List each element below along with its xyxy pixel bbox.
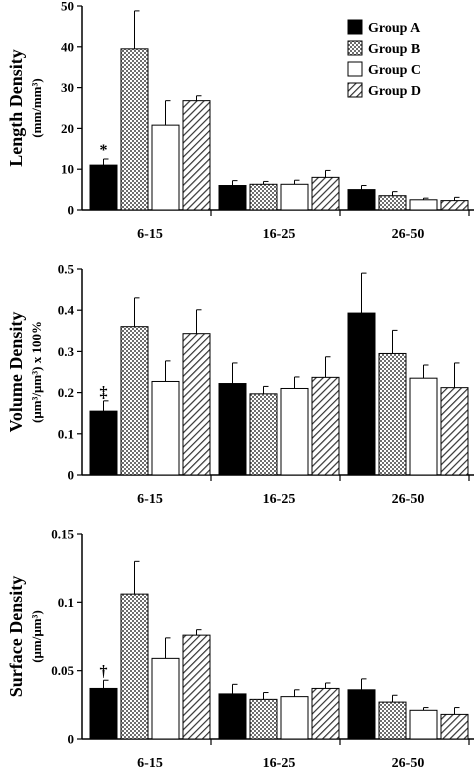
- x-tick-label: 26-50: [392, 492, 425, 507]
- legend: Group A Group B Group C Group D: [347, 19, 421, 99]
- bar-group-c: [280, 387, 309, 476]
- x-tick-label: 16-25: [263, 227, 296, 242]
- bar-group-c: [151, 124, 180, 211]
- bar-group-b: [378, 352, 407, 476]
- x-tick-label: 6-15: [137, 492, 163, 507]
- significance-marker: ‡: [100, 384, 108, 401]
- bar-group-b: [378, 195, 407, 211]
- bar-group-a: [347, 689, 376, 740]
- bar-group-a: [218, 185, 247, 211]
- bar-group-a: [218, 383, 247, 476]
- legend-label: Group C: [368, 63, 421, 78]
- bar-group-b: [120, 593, 149, 740]
- x-tick-label: 26-50: [392, 227, 425, 242]
- legend-label: Group B: [368, 42, 420, 57]
- bar-group-d: [440, 387, 469, 476]
- bar-group-d: [440, 713, 469, 740]
- bar-group-a: [89, 410, 118, 476]
- y-tick-label: 0.5: [58, 262, 75, 277]
- bar-group-d: [182, 333, 211, 476]
- y-tick-label: 0.2: [58, 385, 74, 400]
- y-axis-unit: (μm³/μm³) x 100%: [29, 321, 44, 423]
- y-tick-label: 0: [68, 468, 75, 483]
- bar-group-d: [311, 176, 340, 211]
- legend-swatch: [347, 19, 363, 35]
- legend-label: Group D: [368, 84, 421, 99]
- x-tick-label: 16-25: [263, 492, 296, 507]
- charts-layer: 0 10 20 30 40 50 6-15 16-25 26-50 * Length Density…: [6, 0, 474, 771]
- bar-group-d: [182, 634, 211, 740]
- bar-group-c: [409, 377, 438, 476]
- bar-group-c: [409, 199, 438, 211]
- legend-item: Group B: [347, 40, 420, 57]
- legend-swatch: [347, 82, 363, 98]
- chart-panel-2: 0 0.1 0.2 0.3 0.4 0.5 6-15 16-25 26-50 ‡ Volume De…: [6, 262, 474, 507]
- significance-marker: *: [100, 142, 108, 159]
- legend-item: Group A: [347, 19, 421, 36]
- significance-marker: †: [100, 663, 108, 680]
- bar-group-a: [347, 312, 376, 476]
- y-axis-label: Surface Density: [6, 576, 26, 697]
- bar-group-b: [120, 326, 149, 476]
- legend-swatch: [347, 61, 363, 77]
- chart-panel-3: 0 0.05 0.1 0.15 6-15 16-25 26-50 † Surface Densi…: [6, 527, 474, 771]
- y-tick-label: 0: [68, 732, 75, 747]
- legend-item: Group C: [347, 61, 421, 78]
- y-tick-label: 0.1: [58, 595, 74, 610]
- bar-group-b: [249, 183, 278, 211]
- bar-group-b: [249, 698, 278, 740]
- y-tick-label: 30: [61, 80, 74, 95]
- y-tick-label: 0.4: [58, 303, 75, 318]
- bar-group-c: [151, 657, 180, 740]
- bar-group-d: [440, 200, 469, 211]
- bar-group-c: [409, 709, 438, 740]
- bar-group-d: [311, 687, 340, 740]
- bar-group-c: [151, 380, 180, 476]
- y-axis-label: Volume Density: [6, 312, 26, 433]
- legend-label: Group A: [368, 21, 421, 36]
- y-tick-label: 0.15: [51, 527, 74, 542]
- y-tick-label: 10: [61, 162, 74, 177]
- y-tick-label: 40: [61, 39, 74, 54]
- y-tick-label: 0.05: [51, 663, 74, 678]
- bar-group-a: [218, 693, 247, 740]
- bar-group-b: [249, 393, 278, 476]
- legend-swatch: [347, 40, 363, 56]
- bar-group-b: [120, 48, 149, 211]
- legend-item: Group D: [347, 82, 421, 99]
- y-tick-label: 50: [61, 0, 74, 14]
- bar-group-a: [89, 687, 118, 740]
- y-tick-label: 0: [68, 203, 75, 218]
- y-tick-label: 0.1: [58, 426, 74, 441]
- y-tick-label: 0.3: [58, 344, 75, 359]
- x-tick-label: 16-25: [263, 756, 296, 771]
- bar-group-c: [280, 183, 309, 211]
- y-axis-label: Length Density: [6, 49, 26, 167]
- bar-group-a: [347, 189, 376, 211]
- bar-group-d: [182, 100, 211, 211]
- bar-group-c: [280, 696, 309, 740]
- x-tick-label: 6-15: [137, 756, 163, 771]
- y-axis-unit: (mm/mm³): [29, 78, 44, 137]
- x-tick-label: 26-50: [392, 756, 425, 771]
- y-tick-label: 20: [61, 121, 74, 136]
- x-tick-label: 6-15: [137, 227, 163, 242]
- chart-panel-1: 0 10 20 30 40 50 6-15 16-25 26-50 * Length Density…: [6, 0, 474, 242]
- y-axis-unit: (μm/μm³): [29, 610, 44, 663]
- bar-group-d: [311, 376, 340, 476]
- bar-group-b: [378, 701, 407, 740]
- bar-group-a: [89, 164, 118, 211]
